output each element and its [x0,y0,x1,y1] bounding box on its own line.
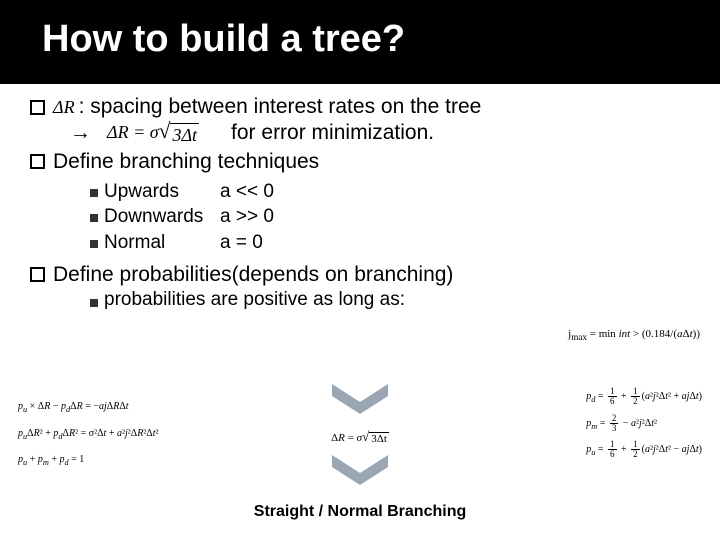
equation: pu × ΔR − pdΔR = −ajΔRΔt [18,394,159,421]
checkbox-icon [30,100,45,115]
left-equations: pu × ΔR − pdΔR = −ajΔRΔt puΔR² + pdΔR² =… [18,394,159,474]
branch-label: Downwards [104,204,214,230]
bullet-spacing: ΔR : spacing between interest rates on t… [30,94,690,120]
branch-label: Normal [104,230,214,256]
branch-cond: a << 0 [220,179,274,205]
delta-r-symbol: ΔR [53,96,75,119]
list-item: Normal a = 0 [90,230,690,256]
right-equations: pd = 16 + 12(a²j²Δt² + ajΔt) pm = 23 − a… [586,384,702,464]
center-diagram: ΔR = σ√3Δt Straight / Normal Branching [240,384,480,521]
bullet1-desc: : spacing between interest rates on the … [79,94,482,120]
chevron-down-icon [332,384,388,426]
square-bullet-icon [90,299,98,307]
branch-label: Upwards [104,179,214,205]
equation: pu + pm + pd = 1 [18,447,159,474]
equation-pm: pm = 23 − a²j²Δt² [586,411,702,438]
equation-pd: pd = 16 + 12(a²j²Δt² + ajΔt) [586,384,702,411]
arrow-icon: → [70,120,91,146]
chevron-down-icon [332,455,388,497]
square-bullet-icon [90,214,98,222]
bullet3-text: Define probabilities(depends on branchin… [53,262,453,288]
branching-caption: Straight / Normal Branching [240,503,480,521]
probability-note: probabilities are positive as long as: [30,288,690,312]
branch-cond: a >> 0 [220,204,274,230]
list-item: Downwards a >> 0 [90,204,690,230]
prob-note-text: probabilities are positive as long as: [104,288,405,312]
branch-cond: a = 0 [220,230,263,256]
checkbox-icon [30,154,45,169]
bullet1-tail: for error minimization. [231,120,434,146]
bullet-branching: Define branching techniques [30,149,690,175]
content-panel: ΔR : spacing between interest rates on t… [0,84,720,540]
branching-list: Upwards a << 0 Downwards a >> 0 Normal a… [30,175,690,262]
slide-title: How to build a tree? [0,0,720,61]
bullet-probabilities: Define probabilities(depends on branchin… [30,262,690,288]
checkbox-icon [30,267,45,282]
equation: puΔR² + pdΔR² = σ²Δt + a²j²ΔR²Δt² [18,421,159,448]
delta-r-formula: ΔR = σ√3Δt [107,121,199,147]
jmax-formula: jmax = min int > (0.184/(aΔt)) [568,328,700,342]
bullet2-text: Define branching techniques [53,149,319,175]
list-item: Upwards a << 0 [90,179,690,205]
square-bullet-icon [90,189,98,197]
center-formula: ΔR = σ√3Δt [240,432,480,445]
square-bullet-icon [90,240,98,248]
bullet1-continuation: → ΔR = σ√3Δt for error minimization. [30,120,690,146]
equation-pu: pu = 16 + 12(a²j²Δt² − ajΔt) [586,437,702,464]
